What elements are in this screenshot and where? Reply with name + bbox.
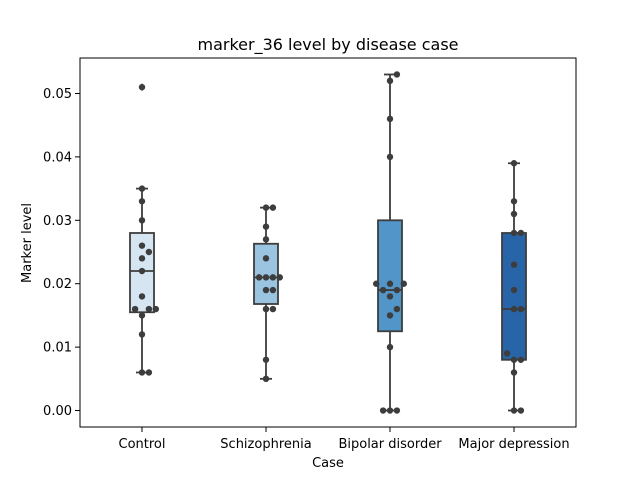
box	[253, 242, 279, 305]
data-point	[145, 305, 153, 313]
y-tick-label: 0.01	[43, 341, 72, 356]
y-tick-label: 0.02	[43, 277, 72, 292]
data-point	[510, 198, 518, 205]
data-point	[269, 274, 277, 281]
data-point	[138, 83, 146, 91]
data-point	[138, 312, 146, 319]
data-point	[152, 305, 159, 313]
data-point	[262, 274, 270, 281]
data-point	[138, 293, 146, 300]
data-point	[138, 369, 146, 376]
data-point	[510, 160, 518, 167]
box	[501, 232, 527, 361]
data-point	[379, 407, 387, 414]
data-point	[393, 407, 401, 414]
data-point	[386, 153, 394, 161]
y-tick-label: 0.05	[43, 87, 72, 102]
data-point	[393, 286, 401, 294]
chart-title: marker_36 level by disease case	[197, 35, 458, 55]
data-point	[262, 204, 270, 211]
data-point	[138, 198, 146, 205]
data-point	[503, 350, 511, 357]
x-tick-label: Schizophrenia	[220, 437, 311, 452]
data-point	[145, 248, 153, 256]
data-point	[276, 274, 283, 281]
data-point	[510, 369, 518, 376]
y-tick-label: 0.03	[43, 214, 72, 229]
plot-frame	[79, 57, 577, 428]
data-point	[138, 242, 146, 249]
data-point	[393, 305, 401, 313]
data-point	[255, 274, 263, 281]
data-point	[131, 305, 139, 313]
y-tick-label: 0.00	[43, 404, 72, 419]
data-point	[517, 407, 525, 414]
data-point	[262, 356, 270, 363]
data-point	[510, 210, 518, 218]
data-point	[393, 71, 401, 78]
data-point	[145, 369, 153, 376]
data-point	[373, 280, 380, 287]
data-point	[517, 356, 525, 363]
data-point	[510, 407, 518, 414]
data-point	[138, 255, 146, 262]
data-point	[262, 236, 270, 243]
x-axis-label: Case	[312, 456, 344, 471]
data-point	[138, 217, 146, 224]
data-point	[510, 356, 518, 363]
data-point	[517, 305, 525, 313]
data-point	[386, 115, 394, 123]
data-point	[269, 286, 277, 294]
data-point	[510, 305, 518, 313]
data-point	[386, 343, 394, 351]
y-tick-label: 0.04	[43, 150, 72, 165]
data-point	[386, 280, 394, 287]
data-point	[138, 267, 146, 275]
data-point	[510, 229, 518, 237]
data-point	[138, 331, 146, 338]
data-point	[510, 286, 518, 294]
data-point	[269, 305, 277, 313]
data-point	[138, 185, 146, 192]
data-point	[386, 293, 394, 300]
x-tick-label: Control	[119, 437, 166, 452]
data-point	[386, 312, 394, 319]
data-point	[379, 286, 387, 294]
data-point	[262, 375, 270, 383]
x-tick-label: Bipolar disorder	[338, 437, 442, 452]
data-point	[400, 280, 407, 287]
data-point	[262, 223, 270, 230]
data-point	[510, 261, 518, 268]
data-point	[262, 286, 270, 294]
data-point	[517, 229, 525, 237]
x-tick-label: Major depression	[458, 437, 569, 452]
data-point	[262, 305, 270, 313]
data-point	[269, 204, 277, 211]
data-point	[262, 255, 270, 262]
data-point	[386, 407, 394, 414]
data-point	[386, 77, 394, 85]
y-axis-label: Marker level	[20, 203, 35, 283]
